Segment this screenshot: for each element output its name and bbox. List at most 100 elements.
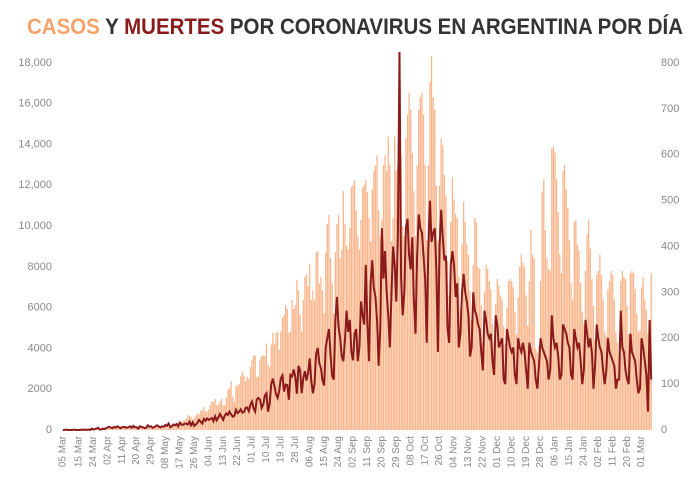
bar <box>259 359 261 430</box>
bar <box>496 279 498 430</box>
bar <box>309 263 311 430</box>
bar <box>108 428 110 430</box>
bar <box>474 217 476 430</box>
bar <box>381 219 383 430</box>
bar <box>232 396 234 430</box>
bar <box>607 289 609 430</box>
bar <box>132 427 134 430</box>
bar <box>405 138 407 431</box>
y-tick-label: 2000 <box>28 383 52 395</box>
bar <box>422 114 425 431</box>
bar <box>520 254 522 430</box>
bar <box>151 427 154 430</box>
x-tick-label: 17 May <box>174 436 185 469</box>
bar <box>326 223 328 430</box>
bar <box>530 230 532 430</box>
bar <box>387 136 389 430</box>
y2-tick-label: 100 <box>661 378 679 390</box>
bar <box>445 195 447 430</box>
x-tick-label: 06 Aug <box>304 436 315 467</box>
bar <box>490 289 492 430</box>
bar <box>241 371 244 430</box>
bar <box>296 279 298 430</box>
bar <box>127 428 130 430</box>
x-tick-label: 29 Sep <box>391 436 402 468</box>
x-tick-label: 22 Nov <box>477 436 488 468</box>
bar <box>357 236 359 430</box>
chart-title: CASOS Y MUERTES POR CORONAVIRUS EN ARGEN… <box>27 14 683 39</box>
bar <box>156 427 159 430</box>
bar <box>498 285 500 430</box>
y2-tick-label: 200 <box>661 332 679 344</box>
y-tick-label: 14,000 <box>18 138 52 150</box>
bar <box>159 426 162 430</box>
bar <box>618 356 620 430</box>
x-tick-label: 10 Dec <box>506 436 517 468</box>
y2-tick-label: 500 <box>661 195 679 207</box>
bar <box>543 179 545 430</box>
bar <box>552 146 555 430</box>
x-tick-label: 24 Jan <box>579 436 590 466</box>
y-tick-label: 0 <box>46 424 52 436</box>
bar <box>336 223 338 430</box>
x-tick-label: 17 Oct <box>420 436 431 466</box>
bar <box>403 235 405 430</box>
bar <box>570 283 572 430</box>
bar <box>240 376 242 430</box>
bar <box>139 427 141 430</box>
bar <box>446 260 449 430</box>
y-tick-label: 6000 <box>28 302 52 314</box>
bar <box>531 254 534 430</box>
bar <box>246 376 248 430</box>
bar <box>288 333 290 430</box>
bar <box>350 187 353 430</box>
x-tick-label: 08 May <box>160 436 171 469</box>
bar <box>429 81 431 431</box>
bar <box>286 309 288 430</box>
x-tick-label: 01 Dec <box>492 436 503 468</box>
bar <box>576 244 579 430</box>
bar <box>328 214 330 430</box>
x-tick-label: 01 Jul <box>247 436 258 463</box>
bar <box>153 427 155 430</box>
bar <box>626 305 628 430</box>
bar <box>499 295 502 430</box>
bar <box>491 323 494 430</box>
bar <box>331 283 333 430</box>
bar <box>118 427 120 430</box>
bar <box>310 300 312 430</box>
bar <box>355 210 357 430</box>
bar <box>456 217 458 430</box>
bar <box>121 427 123 430</box>
bar <box>493 342 495 430</box>
bar <box>294 305 296 430</box>
bar <box>206 411 208 430</box>
bar <box>161 427 163 430</box>
bar <box>302 299 304 430</box>
bar <box>469 291 471 430</box>
title-part: MUERTES <box>124 14 224 39</box>
bar <box>260 356 263 430</box>
bar <box>230 381 232 430</box>
bar <box>163 426 165 430</box>
bar <box>430 56 433 431</box>
x-tick-label: 11 Feb <box>607 436 618 467</box>
bar <box>608 281 611 430</box>
y2-tick-label: 800 <box>661 57 679 69</box>
bar <box>632 273 635 430</box>
bar <box>511 281 513 430</box>
bar <box>228 387 231 430</box>
bar <box>264 355 266 430</box>
bar <box>624 279 627 430</box>
bar <box>562 171 564 431</box>
bar <box>341 249 343 430</box>
bar <box>495 303 497 430</box>
bar <box>342 191 345 430</box>
title-part: CASOS <box>27 14 100 39</box>
bar <box>472 264 474 430</box>
bar <box>236 385 239 430</box>
x-tick-label: 20 Apr <box>131 435 142 465</box>
bar <box>479 268 481 430</box>
bar <box>257 376 260 430</box>
